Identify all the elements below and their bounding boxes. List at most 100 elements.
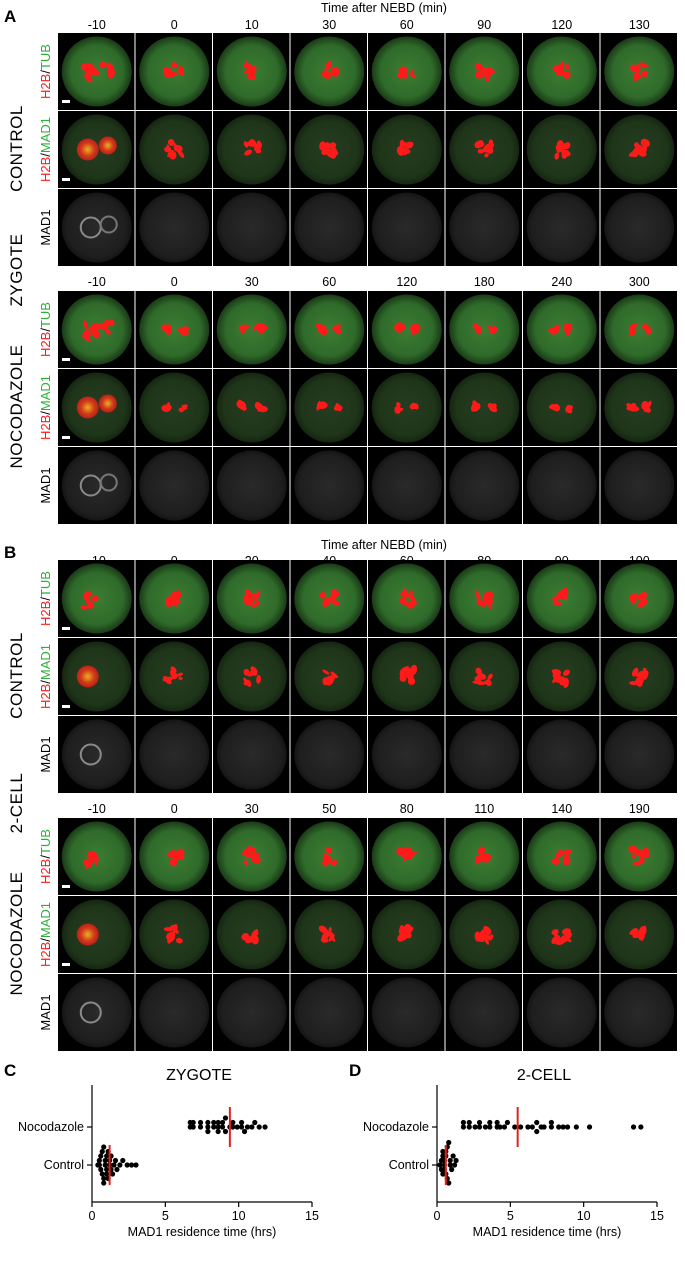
data-point [219,1124,226,1130]
cell-body [526,192,597,263]
microscopy-tile [58,189,135,266]
chromosome-mark [243,68,249,74]
chromosome-mark [399,592,411,598]
data-point [96,1162,102,1168]
chromosome-mark [253,595,260,605]
microscopy-tile [58,638,135,715]
chromosome-mark [406,932,412,939]
chromosome-mark [477,148,483,154]
nucleus [76,138,99,161]
microscopy-tile [368,447,445,524]
chromosome-mark [91,595,99,602]
microscopy-tile [213,896,290,973]
microscopy-tile [58,33,135,110]
chromosome-mark [160,324,169,332]
cell-body [604,821,675,892]
cell-body [449,977,520,1048]
data-point [638,1124,644,1130]
chromosome-mark [483,925,492,935]
chromosome-mark [99,61,106,69]
data-point [453,1157,459,1164]
data-point [564,1124,571,1130]
group-label-2-cell: 2-CELL [7,773,26,834]
chromosome-mark [640,138,650,148]
chromosome-mark [485,679,492,687]
chromosome-mark [330,153,336,159]
chromosome-mark [485,591,494,602]
chromosome-mark [82,331,87,339]
row-label-part2: MAD1 [38,902,53,938]
data-point [494,1119,500,1126]
microscopy-tile [213,369,290,446]
microscopy-tile [523,369,600,446]
cell-body [216,372,287,443]
nucleus [76,396,99,419]
data-point [222,1128,229,1135]
cell-body [61,719,132,790]
data-point [211,1124,217,1130]
microscopy-tile [290,33,367,110]
microscopy-tile [213,291,290,368]
data-point [466,1119,472,1126]
time-label: 240 [551,275,572,289]
row-label: H2B/TUB [38,44,53,99]
chromosome-mark [490,327,499,332]
chromosome-mark [177,149,185,159]
microscopy-tile [58,447,135,524]
chromosome-mark [330,671,339,679]
microscopy-tile [368,974,445,1051]
chromosome-mark [558,849,564,855]
chromosome-mark [247,74,257,80]
chromosome-mark [551,929,559,935]
chromosome-mark [253,855,261,864]
time-label: 60 [400,18,414,32]
chromosome-mark [399,139,405,148]
nuclear-envelope [99,473,118,492]
microscopy-tile [523,974,600,1051]
chart-zygote-residence: C ZYGOTE 0 5 10 15 MAD1 residence time (hrs) No… [4,1061,319,1239]
cell-body [449,372,520,443]
time-label: 60 [322,275,336,289]
chromosome-mark [322,669,330,675]
time-label: 0 [171,802,178,816]
chromosome-mark [562,71,571,79]
chromosome-mark [559,143,571,150]
chromosome-mark [240,326,245,335]
chromosome-mark [243,860,249,866]
chromosome-mark [255,590,261,600]
microscopy-tile [445,818,522,895]
microscopy-tile [523,818,600,895]
microscopy-tile [213,974,290,1051]
cell-body [216,114,287,185]
chromosome-mark [487,934,494,941]
chromosome-mark [92,322,102,330]
data-point [101,1175,107,1182]
chromosome-mark [409,590,414,595]
microscopy-tile [600,716,677,793]
row-label-part1: MAD1 [38,994,53,1030]
chromosome-mark [487,325,493,330]
cell-body [604,372,675,443]
chromosome-mark [164,146,172,153]
data-point [525,1124,531,1130]
cell-body [371,977,442,1048]
chart-title: 2-CELL [517,1067,571,1084]
chromosome-mark [319,143,326,151]
chromosome-mark [633,932,641,939]
microscopy-tile [290,818,367,895]
data-point [262,1124,268,1130]
data-point [497,1124,503,1130]
data-point [548,1124,555,1130]
chromosome-mark [83,319,88,330]
chromosome-mark [104,319,111,327]
cell-body [604,294,675,365]
chromosome-mark [251,929,259,938]
time-label: 110 [474,802,494,816]
data-point [556,1124,562,1130]
category-label: Control [389,1158,429,1172]
data-point [256,1124,262,1130]
nuclear-envelope [99,215,118,234]
time-label: 120 [551,18,572,32]
chromosome-mark [475,667,482,675]
